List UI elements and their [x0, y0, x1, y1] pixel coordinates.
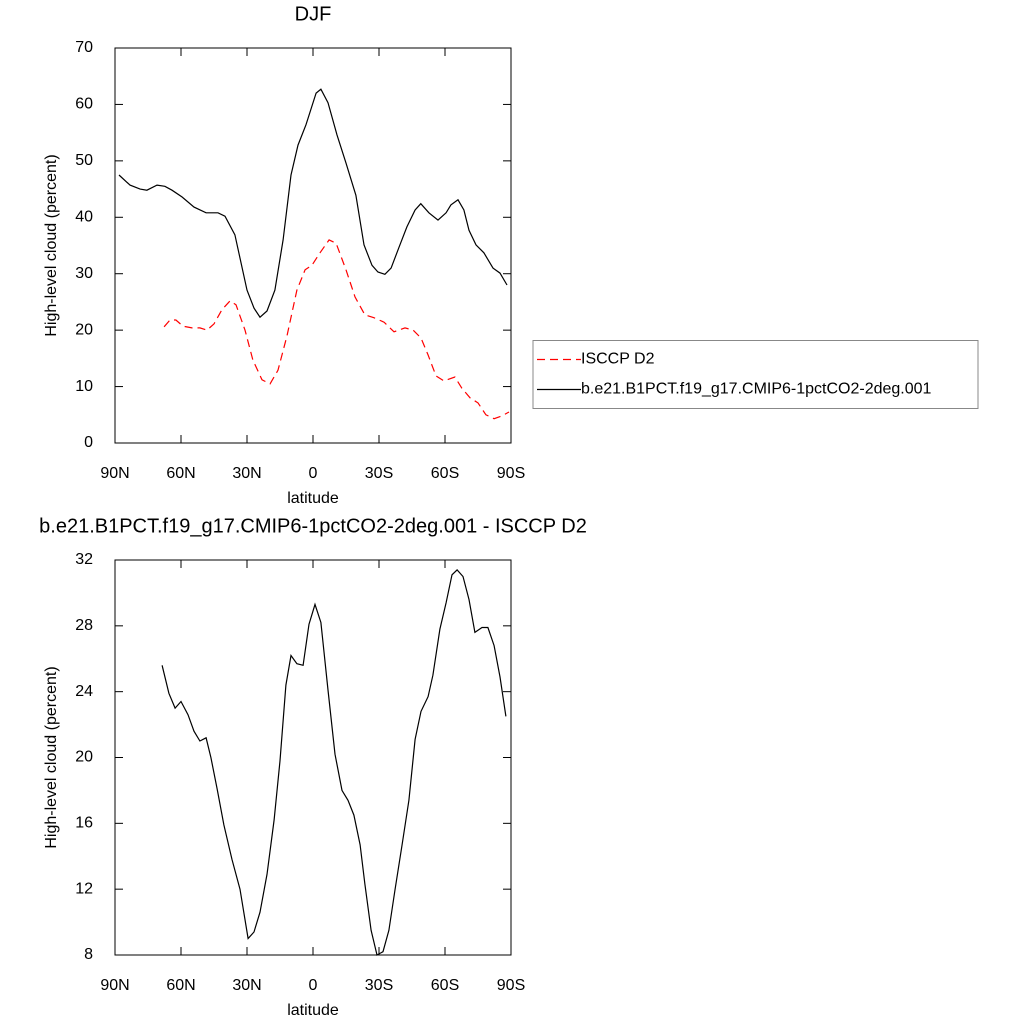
- x-tick-label: 90N: [100, 977, 129, 994]
- y-tick-label: 16: [75, 815, 93, 832]
- x-tick-label: 90S: [497, 465, 525, 482]
- x-tick-label: 90N: [100, 465, 129, 482]
- y-tick-label: 28: [75, 617, 93, 634]
- x-axis-label: latitude: [287, 1002, 339, 1019]
- x-tick-label: 30N: [232, 465, 261, 482]
- chart-title: b.e21.B1PCT.f19_g17.CMIP6-1pctCO2-2deg.0…: [39, 515, 587, 537]
- series-line: [161, 569, 507, 956]
- legend: ISCCP D2 b.e21.B1PCT.f19_g17.CMIP6-1pctCO…: [532, 340, 979, 409]
- y-axis-label: High-level cloud (percent): [43, 154, 60, 336]
- x-tick-label: 60N: [166, 465, 195, 482]
- y-tick-label: 12: [75, 880, 93, 897]
- y-tick-label: 24: [75, 683, 93, 700]
- y-tick-label: 32: [75, 551, 93, 568]
- series-line: [118, 88, 508, 319]
- y-tick-label: 40: [75, 209, 93, 226]
- x-tick-label: 30S: [365, 977, 393, 994]
- x-tick-label: 60S: [431, 977, 459, 994]
- chart-title: DJF: [295, 3, 332, 25]
- plot-frame: [114, 47, 512, 444]
- legend-box: [532, 340, 979, 409]
- x-tick-label: 60S: [431, 465, 459, 482]
- y-tick-label: 10: [75, 378, 93, 395]
- x-tick-label: 30N: [232, 977, 261, 994]
- y-tick-label: 50: [75, 152, 93, 169]
- legend-label: b.e21.B1PCT.f19_g17.CMIP6-1pctCO2-2deg.0…: [581, 381, 932, 398]
- y-tick-label: 70: [75, 39, 93, 56]
- plot-frame: [114, 559, 512, 956]
- x-axis-label: latitude: [287, 490, 339, 507]
- y-tick-label: 60: [75, 96, 93, 113]
- x-tick-label: 0: [309, 977, 318, 994]
- y-tick-label: 20: [75, 749, 93, 766]
- y-axis-label: High-level cloud (percent): [43, 666, 60, 848]
- y-tick-label: 20: [75, 321, 93, 338]
- y-tick-label: 0: [84, 434, 93, 451]
- x-tick-label: 90S: [497, 977, 525, 994]
- x-tick-label: 0: [309, 465, 318, 482]
- x-tick-label: 30S: [365, 465, 393, 482]
- series-line: [163, 239, 510, 420]
- x-tick-label: 60N: [166, 977, 195, 994]
- y-tick-label: 8: [84, 946, 93, 963]
- legend-label: ISCCP D2: [581, 351, 655, 368]
- y-tick-label: 30: [75, 265, 93, 282]
